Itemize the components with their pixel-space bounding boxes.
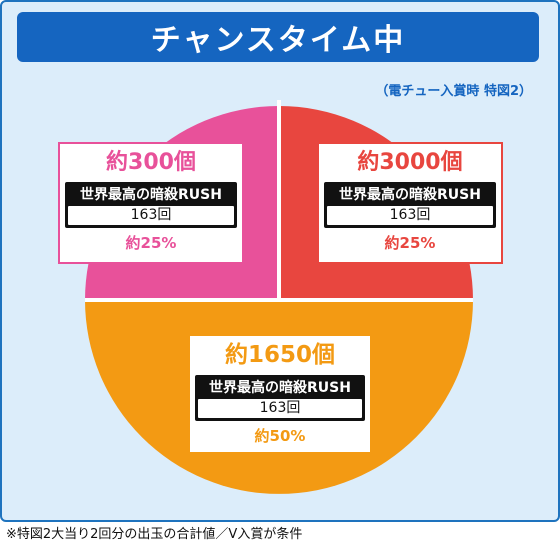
count-label: 163回	[198, 399, 362, 418]
title-banner: チャンスタイム中	[17, 12, 539, 62]
slice-card-300: 約300個 世界最高の暗殺RUSH 163回 約25%	[58, 142, 244, 264]
slice-card-3000: 約3000個 世界最高の暗殺RUSH 163回 約25%	[317, 142, 503, 264]
rush-box: 世界最高の暗殺RUSH 163回	[324, 182, 496, 228]
subtitle-note: （電チュー入賞時 特図2）	[375, 84, 532, 99]
count-label: 163回	[327, 206, 493, 225]
amount-label: 約3000個	[357, 150, 463, 175]
amount-label: 約1650個	[224, 342, 335, 368]
percent-label: 約25%	[384, 234, 436, 252]
amount-label: 約300個	[106, 150, 196, 175]
percent-label: 約25%	[125, 234, 177, 252]
footnote: ※特図2大当り2回分の出玉の合計値／V入賞が条件	[6, 527, 303, 542]
slice-card-1650: 約1650個 世界最高の暗殺RUSH 163回 約50%	[188, 334, 372, 454]
rush-box: 世界最高の暗殺RUSH 163回	[195, 375, 365, 421]
rush-box: 世界最高の暗殺RUSH 163回	[65, 182, 237, 228]
rush-label: 世界最高の暗殺RUSH	[209, 380, 351, 396]
rush-label: 世界最高の暗殺RUSH	[339, 187, 481, 203]
rush-label: 世界最高の暗殺RUSH	[80, 187, 222, 203]
count-label: 163回	[68, 206, 234, 225]
percent-label: 約50%	[254, 427, 306, 445]
